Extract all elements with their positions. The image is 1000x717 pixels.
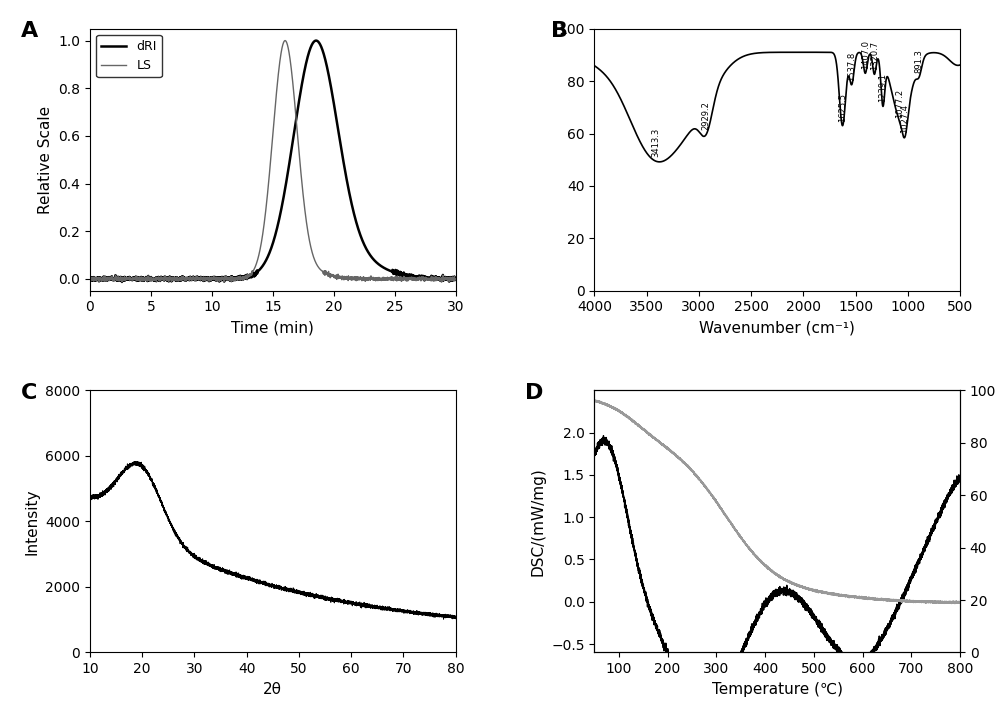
X-axis label: 2θ: 2θ	[263, 682, 282, 697]
LS	[403, 273, 415, 282]
X-axis label: Time (min): Time (min)	[231, 320, 314, 335]
LS	[126, 275, 138, 284]
Line: LS: LS	[90, 41, 456, 282]
Legend: dRI, LS: dRI, LS	[96, 35, 162, 77]
Text: 1625.5: 1625.5	[838, 92, 847, 122]
LS	[224, 277, 236, 285]
dRI	[148, 274, 160, 282]
dRI	[450, 275, 462, 283]
Text: A: A	[21, 21, 38, 41]
LS	[279, 37, 291, 45]
dRI	[116, 277, 128, 286]
dRI	[240, 273, 252, 282]
LS	[443, 274, 455, 282]
Text: 1407.0: 1407.0	[861, 40, 870, 70]
dRI	[224, 277, 236, 285]
Text: 3413.3: 3413.3	[651, 128, 660, 157]
Text: B: B	[551, 21, 568, 41]
Text: 1027.4: 1027.4	[900, 104, 909, 133]
X-axis label: Temperature (℃): Temperature (℃)	[712, 682, 843, 697]
Text: C: C	[21, 382, 37, 402]
Y-axis label: Relative Scale: Relative Scale	[38, 105, 53, 214]
dRI	[126, 275, 138, 284]
Text: 891.3: 891.3	[915, 49, 924, 73]
Y-axis label: Intensity: Intensity	[25, 488, 40, 555]
LS	[116, 277, 128, 286]
dRI	[84, 274, 96, 282]
Text: 1239.1: 1239.1	[878, 73, 887, 103]
LS	[148, 274, 160, 282]
Text: D: D	[525, 382, 543, 402]
LS	[450, 275, 462, 283]
LS	[240, 273, 252, 282]
Line: dRI: dRI	[90, 41, 456, 282]
Text: 2929.2: 2929.2	[702, 102, 711, 130]
Text: 1537.8: 1537.8	[847, 52, 856, 81]
Text: 1077.2: 1077.2	[895, 89, 904, 118]
dRI	[443, 274, 455, 282]
dRI	[403, 270, 415, 279]
dRI	[310, 37, 322, 45]
Y-axis label: DSC/(mW/mg): DSC/(mW/mg)	[531, 467, 546, 576]
LS	[84, 274, 96, 282]
Text: 1320.7: 1320.7	[870, 41, 879, 70]
X-axis label: Wavenumber (cm⁻¹): Wavenumber (cm⁻¹)	[699, 320, 855, 335]
